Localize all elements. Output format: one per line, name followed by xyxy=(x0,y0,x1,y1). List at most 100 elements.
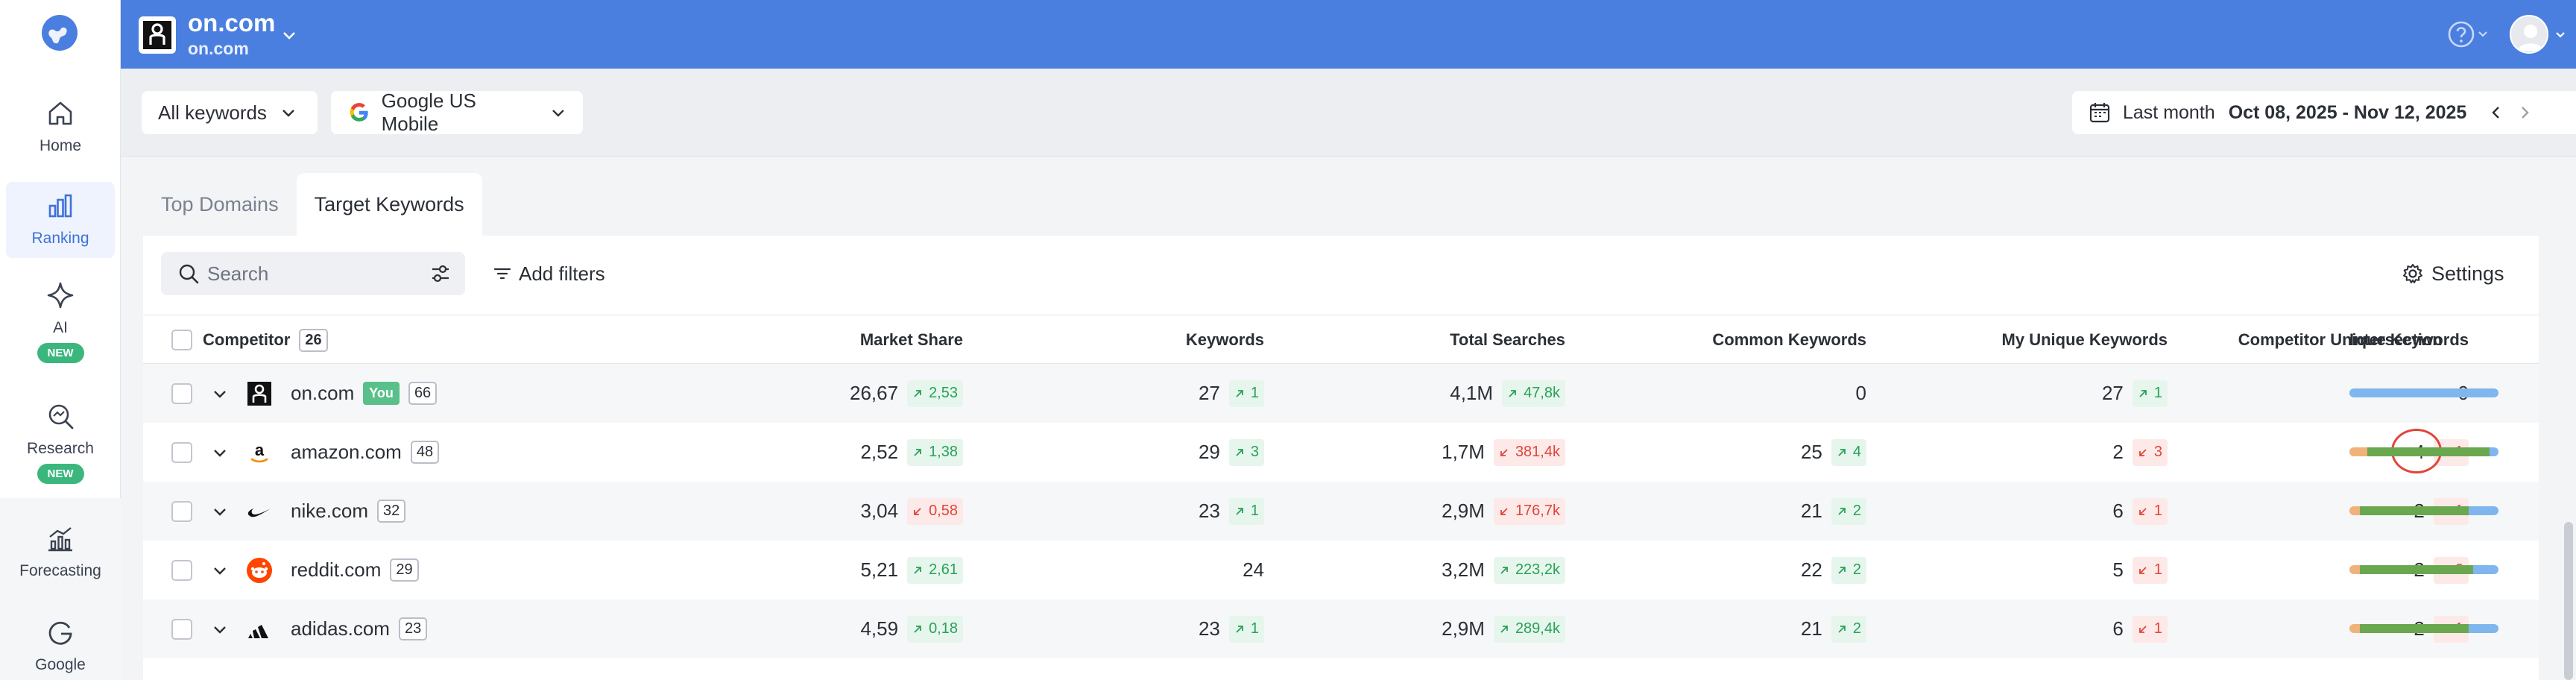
research-icon xyxy=(48,404,74,429)
app-logo-icon[interactable] xyxy=(40,13,79,52)
keywords-dropdown[interactable]: All keywords xyxy=(142,91,318,134)
settings-button[interactable]: Settings xyxy=(2402,252,2504,295)
sidebar-item-label: Forecasting xyxy=(19,562,101,579)
intersection-segment xyxy=(2360,624,2469,633)
settings-label: Settings xyxy=(2431,262,2504,285)
my-unique-keywords-header[interactable]: My Unique Keywords xyxy=(2001,330,2168,349)
intersection-bar xyxy=(2349,482,2513,541)
keywords-dropdown-value: All keywords xyxy=(158,101,267,124)
chevron-right-icon[interactable] xyxy=(2516,104,2534,122)
keywords-header[interactable]: Keywords xyxy=(1185,330,1264,349)
common-keywords-cell: 25 4 xyxy=(1568,423,1866,482)
competitor-domain: on.com xyxy=(291,382,355,404)
date-range-picker[interactable]: Last month Oct 08, 2025 - Nov 12, 2025 xyxy=(2072,91,2576,134)
sliders-icon[interactable] xyxy=(429,262,452,285)
common-keywords-cell: 22 2 xyxy=(1568,541,1866,599)
competitor-cell[interactable]: reddit.com 29 xyxy=(246,541,419,599)
intersection-segment xyxy=(2360,565,2473,574)
market-share-cell-delta: 0,58 xyxy=(907,497,963,525)
competitor-cell[interactable]: nike.com 32 xyxy=(246,482,406,541)
search-placeholder: Search xyxy=(207,262,269,285)
sidebar: Home Ranking AI NEW Research NEW Forecas… xyxy=(0,0,121,680)
project-title[interactable]: on.com xyxy=(188,9,276,37)
scrollbar[interactable] xyxy=(2564,522,2573,680)
sidebar-item-ai[interactable]: AI NEW xyxy=(6,279,115,376)
calendar-icon xyxy=(2089,103,2110,123)
competitor-domain: nike.com xyxy=(291,500,369,522)
competitor-cell[interactable]: adidas.com 23 xyxy=(246,599,428,658)
chevron-down-icon[interactable] xyxy=(2554,28,2566,40)
total-searches-header[interactable]: Total Searches xyxy=(1450,330,1565,349)
expand-chevron-icon[interactable] xyxy=(212,364,228,423)
common-keywords-header[interactable]: Common Keywords xyxy=(1712,330,1866,349)
google-g-icon xyxy=(350,103,368,122)
table-row[interactable]: a amazon.com 48 2,521,382931,7M381,4k254234… xyxy=(143,423,2539,482)
competitor-header-label: Competitor xyxy=(203,330,291,349)
sidebar-item-forecasting[interactable]: Forecasting xyxy=(6,522,115,589)
competitor-header[interactable]: Competitor 26 xyxy=(203,315,328,365)
competitor-cell[interactable]: on.com You 66 xyxy=(246,364,438,423)
row-checkbox[interactable] xyxy=(171,423,192,482)
new-badge: NEW xyxy=(37,464,84,484)
expand-chevron-icon[interactable] xyxy=(212,599,228,658)
competitor-cell[interactable]: a amazon.com 48 xyxy=(246,423,440,482)
sidebar-item-research[interactable]: Research NEW xyxy=(6,400,115,497)
total-searches-cell: 1,7M 381,4k xyxy=(1267,423,1565,482)
market-share-cell-delta: 2,53 xyxy=(907,380,963,407)
row-checkbox[interactable] xyxy=(171,482,192,541)
sidebar-item-ranking[interactable]: Ranking xyxy=(6,182,115,258)
sidebar-item-home[interactable]: Home xyxy=(6,97,115,164)
amazon-icon: a xyxy=(246,439,273,466)
search-input[interactable]: Search xyxy=(161,252,465,295)
intersection-bar xyxy=(2349,599,2513,658)
intersection-segment xyxy=(2349,624,2360,633)
tab-top-domains[interactable]: Top Domains xyxy=(161,192,279,215)
keywords-cell: 24 xyxy=(1243,558,1264,581)
filter-bar: All keywords Google US Mobile Last month… xyxy=(121,69,2576,157)
market-share-cell: 4,59 0,18 xyxy=(665,599,963,658)
search-icon xyxy=(179,264,199,284)
search-engine-dropdown[interactable]: Google US Mobile xyxy=(331,89,583,135)
keywords-cell-delta: 3 xyxy=(1228,438,1264,466)
new-badge: NEW xyxy=(37,343,84,363)
on-logo-icon xyxy=(246,380,273,407)
expand-chevron-icon[interactable] xyxy=(212,541,228,599)
expand-chevron-icon[interactable] xyxy=(212,482,228,541)
market-share-header[interactable]: Market Share xyxy=(859,330,963,349)
common-keywords-cell: 21 2 xyxy=(1568,482,1866,541)
common-keywords-cell-delta: 2 xyxy=(1831,615,1866,643)
chevron-left-icon[interactable] xyxy=(2487,104,2505,122)
intersection-bar xyxy=(2349,541,2513,599)
competitor-unique-keywords-header[interactable]: Competitor Unique Keywords xyxy=(2238,330,2469,349)
chevron-down-icon[interactable] xyxy=(281,27,297,43)
adidas-icon xyxy=(246,616,273,643)
row-checkbox[interactable] xyxy=(171,599,192,658)
market-share-cell: 26,67 2,53 xyxy=(665,364,963,423)
my-unique-keywords-cell-delta: 3 xyxy=(2132,438,2168,466)
intersection-bar xyxy=(2349,423,2513,482)
expand-chevron-icon[interactable] xyxy=(212,423,228,482)
sidebar-item-label: Ranking xyxy=(31,230,89,247)
my-unique-keywords-cell-delta: 1 xyxy=(2132,497,2168,525)
row-checkbox[interactable] xyxy=(171,541,192,599)
help-icon[interactable] xyxy=(2446,19,2491,49)
project-logo-icon xyxy=(139,16,176,54)
intersection-segment xyxy=(2349,447,2367,456)
sidebar-item-google[interactable]: Google xyxy=(6,616,115,680)
keywords-cell: 23 1 xyxy=(966,482,1264,541)
tab-target-keywords[interactable]: Target Keywords xyxy=(296,173,482,236)
select-all-checkbox[interactable] xyxy=(171,315,192,365)
row-checkbox[interactable] xyxy=(171,364,192,423)
avatar[interactable] xyxy=(2510,15,2548,54)
you-badge: You xyxy=(363,382,400,405)
add-filters-button[interactable]: Add filters xyxy=(492,252,605,295)
table-header: Competitor 26 Market Share Keywords Tota… xyxy=(143,315,2539,364)
intersection-header[interactable]: Intersection xyxy=(2349,330,2443,349)
